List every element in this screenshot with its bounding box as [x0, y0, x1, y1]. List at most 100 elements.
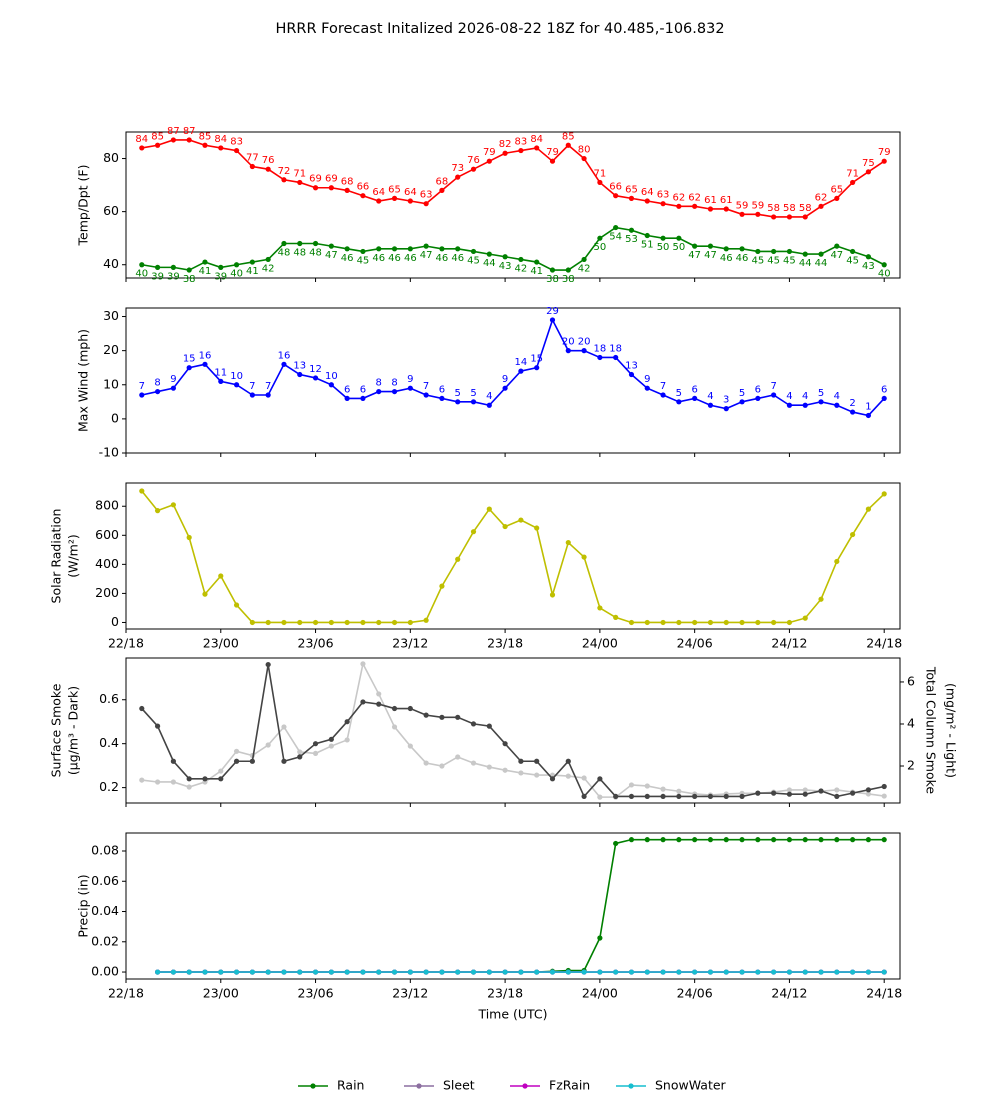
point [660, 201, 666, 207]
data-label: 10 [325, 371, 338, 382]
legend-marker [628, 1083, 634, 1089]
data-label: 45 [767, 255, 780, 266]
point [739, 793, 745, 800]
x-tick-label: 24/12 [771, 636, 807, 651]
point [881, 262, 887, 268]
point [834, 243, 840, 249]
point [376, 619, 382, 626]
point [549, 969, 556, 975]
point [597, 354, 603, 361]
point [502, 523, 508, 530]
point [755, 969, 761, 975]
x-tick-label: 24/00 [582, 636, 618, 651]
point [455, 556, 461, 562]
data-label: 58 [767, 203, 780, 214]
data-label: 9 [644, 374, 650, 385]
point [376, 246, 382, 252]
point [202, 969, 208, 975]
data-label: 45 [357, 255, 370, 266]
point [470, 529, 477, 535]
point [344, 395, 350, 402]
y-tick-label: 30 [103, 308, 119, 323]
legend-label: FzRain [549, 1078, 590, 1093]
point [170, 502, 176, 508]
point [328, 619, 334, 626]
point [755, 837, 761, 843]
y-axis-label: Surface Smoke [49, 683, 64, 777]
data-label: 8 [376, 378, 382, 389]
data-label: 47 [688, 250, 701, 261]
point [676, 203, 682, 209]
point [218, 145, 224, 151]
data-label: 20 [562, 337, 575, 348]
point [613, 193, 619, 199]
x-tick-label: 24/06 [677, 986, 713, 1001]
data-label: 83 [515, 137, 528, 148]
point [739, 619, 745, 626]
point [707, 619, 714, 626]
point [865, 254, 872, 260]
data-label: 42 [578, 263, 591, 274]
point [818, 251, 824, 257]
data-label: 4 [786, 391, 792, 402]
point [344, 737, 350, 743]
point [597, 794, 603, 800]
point [486, 764, 492, 770]
point [818, 596, 824, 602]
point [502, 385, 508, 391]
y-tick-label: 0.4 [99, 735, 119, 750]
point [312, 240, 319, 247]
point [707, 402, 714, 408]
point [297, 754, 303, 760]
point [391, 388, 398, 395]
point [881, 491, 887, 497]
point [518, 758, 524, 764]
point [312, 375, 319, 381]
point [692, 969, 698, 975]
point [360, 699, 366, 705]
point [344, 246, 350, 252]
y-tick-label: 60 [103, 203, 119, 218]
point [360, 661, 366, 667]
point [660, 786, 666, 792]
point [834, 969, 840, 975]
point [518, 969, 524, 975]
data-label: 5 [739, 388, 745, 399]
point [581, 554, 587, 560]
y-tick-label: 80 [103, 150, 119, 165]
plot-frame [125, 131, 901, 279]
point [265, 742, 271, 748]
point [771, 619, 777, 626]
y-tick-label: 10 [103, 376, 119, 391]
point [439, 583, 445, 589]
data-label: 6 [881, 384, 887, 395]
legend-marker [522, 1083, 528, 1089]
point [233, 147, 240, 154]
point [423, 617, 429, 623]
point [581, 348, 587, 354]
point [455, 969, 461, 975]
point [249, 392, 255, 398]
point [312, 619, 319, 626]
y-tick-label: 0.06 [91, 873, 119, 888]
data-label: 46 [388, 253, 401, 264]
point [850, 969, 856, 975]
point [265, 661, 271, 668]
point [328, 243, 334, 249]
series-line [141, 490, 885, 624]
data-label: 83 [230, 137, 243, 148]
y2-tick-label: 6 [907, 673, 915, 688]
data-label: 47 [830, 250, 843, 261]
point [265, 969, 271, 975]
point [628, 969, 635, 975]
point [549, 158, 556, 164]
data-label: 7 [139, 381, 145, 392]
data-label: 68 [436, 176, 449, 187]
data-label: 79 [483, 147, 496, 158]
point [865, 791, 872, 797]
point [154, 264, 161, 270]
data-label: 48 [278, 247, 291, 258]
point [281, 619, 287, 626]
legend-marker [416, 1083, 422, 1089]
point [865, 787, 872, 793]
